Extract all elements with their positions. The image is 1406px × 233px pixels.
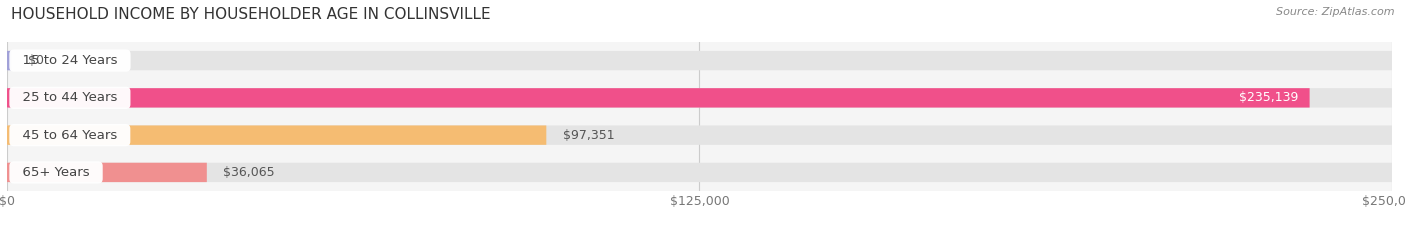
Text: 45 to 64 Years: 45 to 64 Years — [14, 129, 125, 142]
Text: HOUSEHOLD INCOME BY HOUSEHOLDER AGE IN COLLINSVILLE: HOUSEHOLD INCOME BY HOUSEHOLDER AGE IN C… — [11, 7, 491, 22]
FancyBboxPatch shape — [7, 88, 1392, 108]
Text: 25 to 44 Years: 25 to 44 Years — [14, 91, 125, 104]
Text: 65+ Years: 65+ Years — [14, 166, 98, 179]
FancyBboxPatch shape — [7, 88, 1309, 108]
Text: 15 to 24 Years: 15 to 24 Years — [14, 54, 127, 67]
Text: $0: $0 — [28, 54, 44, 67]
Text: $97,351: $97,351 — [562, 129, 614, 142]
Text: $235,139: $235,139 — [1239, 91, 1299, 104]
FancyBboxPatch shape — [7, 163, 207, 182]
FancyBboxPatch shape — [7, 163, 1392, 182]
Text: $36,065: $36,065 — [224, 166, 276, 179]
FancyBboxPatch shape — [7, 125, 547, 145]
FancyBboxPatch shape — [7, 51, 11, 70]
Text: Source: ZipAtlas.com: Source: ZipAtlas.com — [1277, 7, 1395, 17]
FancyBboxPatch shape — [7, 51, 1392, 70]
FancyBboxPatch shape — [7, 125, 1392, 145]
